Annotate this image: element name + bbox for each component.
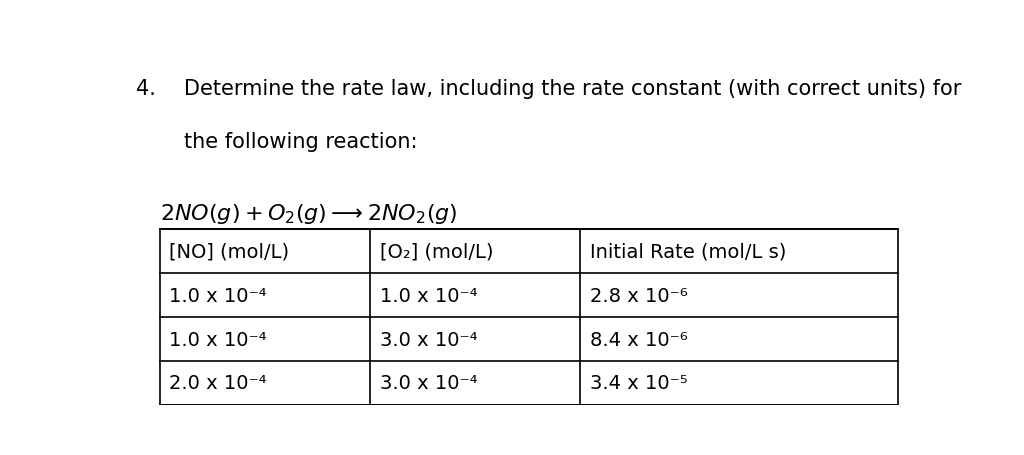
Text: 3.0 x 10⁻⁴: 3.0 x 10⁻⁴ [380, 374, 477, 393]
Bar [160, 230, 898, 405]
Text: 1.0 x 10⁻⁴: 1.0 x 10⁻⁴ [380, 286, 477, 305]
Text: 1.0 x 10⁻⁴: 1.0 x 10⁻⁴ [169, 330, 267, 349]
Text: Determine the rate law, including the rate constant (with correct units) for: Determine the rate law, including the ra… [183, 79, 961, 99]
Text: 2.0 x 10⁻⁴: 2.0 x 10⁻⁴ [169, 374, 267, 393]
Text: 3.4 x 10⁻⁵: 3.4 x 10⁻⁵ [590, 374, 687, 393]
Text: [NO] (mol/L): [NO] (mol/L) [169, 242, 290, 261]
Text: [O₂] (mol/L): [O₂] (mol/L) [380, 242, 494, 261]
Text: Initial Rate (mol/L s): Initial Rate (mol/L s) [590, 242, 786, 261]
Text: 3.0 x 10⁻⁴: 3.0 x 10⁻⁴ [380, 330, 477, 349]
Text: the following reaction:: the following reaction: [183, 131, 417, 152]
Text: $\mathit{2NO(g)+O_2(g)}\longrightarrow\mathit{2NO_2(g)}$: $\mathit{2NO(g)+O_2(g)}\longrightarrow\m… [160, 202, 458, 226]
Text: 4.: 4. [136, 79, 156, 99]
Text: 8.4 x 10⁻⁶: 8.4 x 10⁻⁶ [590, 330, 688, 349]
Text: 2.8 x 10⁻⁶: 2.8 x 10⁻⁶ [590, 286, 688, 305]
Text: 1.0 x 10⁻⁴: 1.0 x 10⁻⁴ [169, 286, 267, 305]
